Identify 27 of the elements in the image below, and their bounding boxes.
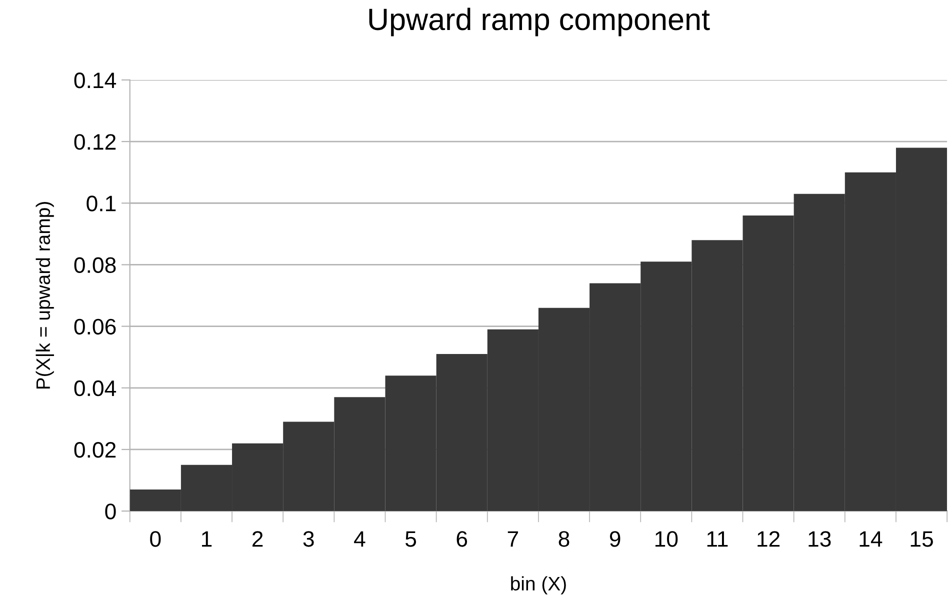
- x-tick-label: 14: [860, 531, 882, 547]
- x-tick-label: 15: [910, 531, 933, 547]
- x-tick-label: 13: [808, 531, 831, 547]
- x-tick-label: 5: [405, 531, 416, 547]
- x-tick-label: 12: [758, 531, 780, 547]
- y-tick-label: 0.14: [74, 72, 116, 88]
- x-tick-label: 8: [558, 531, 570, 547]
- x-tick-label: 4: [354, 531, 366, 547]
- x-tick-label: 9: [610, 531, 620, 547]
- y-tick-label: 0.12: [74, 134, 116, 150]
- x-tick-label: 6: [456, 531, 468, 547]
- y-tick-label: 0.08: [74, 257, 116, 273]
- y-tick-label: 0.1: [86, 196, 116, 212]
- y-tick-label: 0: [105, 504, 116, 520]
- y-tick-label: 0.06: [74, 318, 116, 335]
- x-tick-label: 3: [303, 531, 314, 547]
- chart-title: Upward ramp component: [369, 8, 710, 36]
- x-tick-label: 11: [707, 531, 728, 547]
- x-tick-label: 10: [655, 531, 678, 547]
- y-tick-label: 0.04: [74, 380, 116, 396]
- y-axis-title: P(X|k = upward ramp): [36, 202, 54, 389]
- x-tick-label: 0: [150, 531, 161, 547]
- x-tick-label: 7: [508, 531, 518, 547]
- x-tick-label: 1: [202, 531, 212, 547]
- x-axis-title: bin (X): [511, 576, 566, 594]
- x-tick-label: 2: [252, 531, 263, 547]
- y-tick-label: 0.02: [74, 442, 116, 458]
